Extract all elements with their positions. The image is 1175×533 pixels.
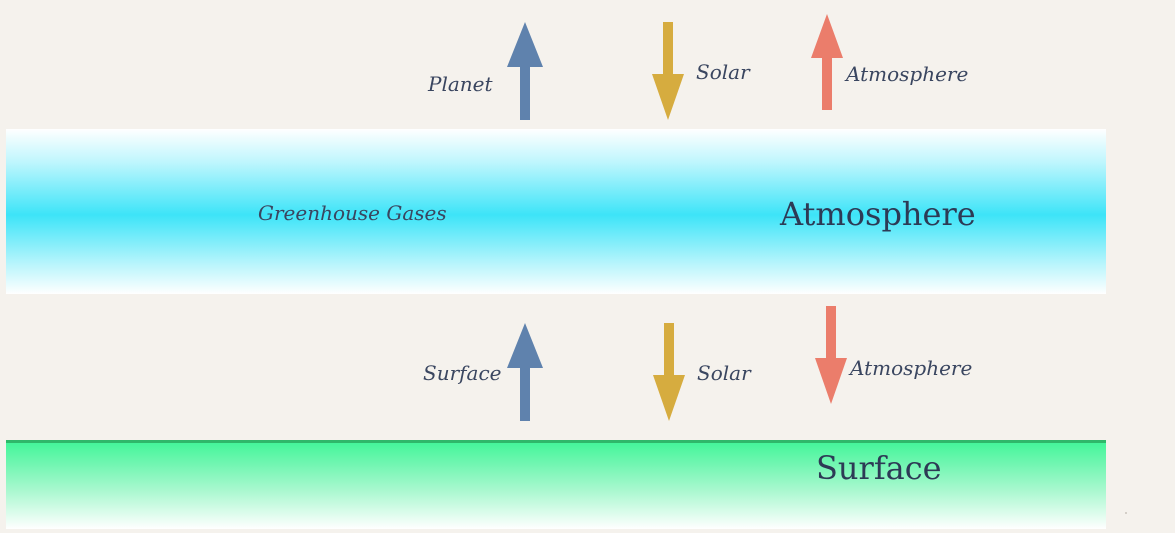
decorative-dot bbox=[1125, 512, 1127, 514]
top-atmosphere-arrow-up-icon bbox=[809, 14, 845, 110]
bottom-solar-label: Solar bbox=[697, 361, 751, 385]
surface-layer-title: Surface bbox=[816, 449, 942, 487]
top-atmosphere-label: Atmosphere bbox=[846, 62, 968, 86]
bottom-surface-label: Surface bbox=[423, 361, 502, 385]
bottom-atmosphere-arrow-shape bbox=[815, 306, 847, 404]
bottom-atmosphere-label: Atmosphere bbox=[850, 356, 972, 380]
planet-arrow-shape bbox=[507, 22, 543, 120]
top-solar-label: Solar bbox=[696, 60, 750, 84]
greenhouse-gases-label: Greenhouse Gases bbox=[258, 201, 447, 225]
planet-arrow-up-icon bbox=[505, 22, 545, 120]
surface-arrow-shape bbox=[507, 323, 543, 421]
bottom-solar-arrow-down-icon bbox=[651, 323, 687, 421]
top-planet-label: Planet bbox=[428, 72, 493, 96]
bottom-atmosphere-arrow-down-icon bbox=[813, 306, 849, 404]
top-atmosphere-arrow-shape bbox=[811, 14, 843, 110]
surface-arrow-up-icon bbox=[505, 323, 545, 421]
top-solar-arrow-shape bbox=[652, 22, 684, 120]
top-solar-arrow-down-icon bbox=[650, 22, 686, 120]
atmosphere-layer-title: Atmosphere bbox=[780, 195, 976, 233]
bottom-solar-arrow-shape bbox=[653, 323, 685, 421]
